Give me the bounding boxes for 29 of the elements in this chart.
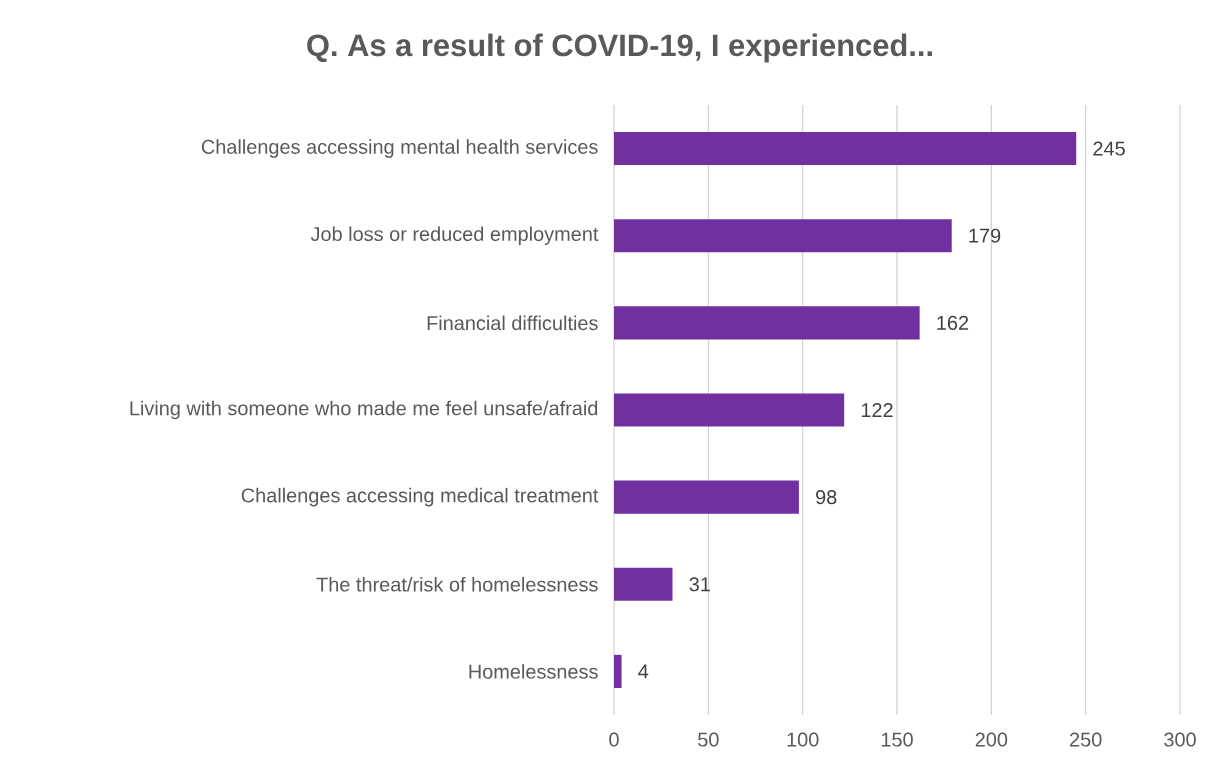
x-tick-label: 100 <box>787 732 819 747</box>
bar <box>614 306 920 340</box>
bar <box>614 393 845 427</box>
x-tick-label: 300 <box>1164 732 1196 747</box>
bar <box>614 132 1077 166</box>
y-tick-label: Challenges accessing medical treatment <box>241 487 599 507</box>
data-label: 4 <box>638 664 649 679</box>
y-tick-label: Living with someone who made me feel unsafe/afraid <box>130 400 598 420</box>
data-label: 98 <box>816 490 837 505</box>
bar <box>614 219 952 253</box>
data-label: 162 <box>937 315 969 330</box>
y-tick-label: Financial difficulties <box>427 315 598 331</box>
y-tick-label: Job loss or reduced employment <box>310 226 599 245</box>
bar <box>614 567 673 601</box>
x-tick-label: 0 <box>609 732 619 747</box>
data-label: 31 <box>689 577 710 592</box>
data-label: 179 <box>969 228 1001 243</box>
x-tick-label: 150 <box>881 732 913 747</box>
x-tick-label: 50 <box>698 732 719 747</box>
x-tick-label: 200 <box>975 732 1008 747</box>
bar <box>614 480 799 514</box>
chart-title: Q. As a result of COVID-19, I experienced... <box>307 33 932 63</box>
y-tick-label: Challenges accessing mental health services <box>201 139 598 158</box>
y-tick-label: Homelessness <box>469 664 598 679</box>
data-label: 122 <box>861 403 893 417</box>
x-tick-label: 250 <box>1070 732 1102 747</box>
bar <box>614 654 622 688</box>
data-label: 245 <box>1093 141 1125 156</box>
y-tick-label: The threat/risk of homelessness <box>316 576 598 592</box>
